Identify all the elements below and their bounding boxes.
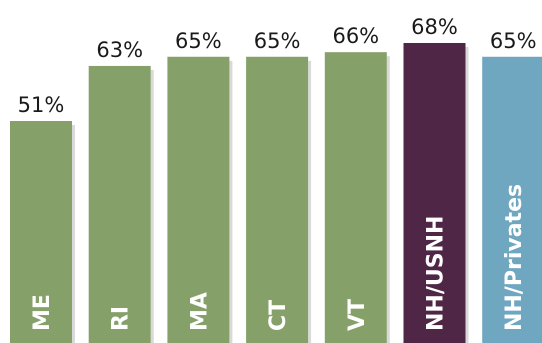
category-label: NH/Privates xyxy=(502,184,527,331)
category-label: RI xyxy=(109,306,134,331)
bar-vt xyxy=(324,52,387,343)
category-label: MA xyxy=(187,292,212,331)
value-label: 65% xyxy=(175,29,222,53)
value-label: 51% xyxy=(18,93,65,117)
category-label: NH/USNH xyxy=(424,216,449,331)
bar-nh-privates xyxy=(482,56,542,343)
bar-shadow xyxy=(229,60,233,343)
bar-shadow xyxy=(386,56,390,343)
bar-shadow xyxy=(150,69,154,343)
value-label: 65% xyxy=(254,29,301,53)
bar-shadow xyxy=(308,60,312,343)
bar-nh-usnh xyxy=(403,43,466,343)
value-label: 66% xyxy=(332,24,379,48)
bar-me xyxy=(10,121,72,343)
bar-ct xyxy=(246,56,309,343)
bar-shadow xyxy=(72,125,75,343)
value-label: 68% xyxy=(411,15,458,39)
category-label: ME xyxy=(30,294,55,331)
bar-ma xyxy=(167,56,230,343)
category-label: VT xyxy=(345,299,370,331)
bar-ri xyxy=(88,65,151,343)
category-label: CT xyxy=(266,300,291,331)
value-label: 63% xyxy=(96,38,143,62)
value-label: 65% xyxy=(490,29,537,53)
bar-shadow xyxy=(465,47,469,343)
